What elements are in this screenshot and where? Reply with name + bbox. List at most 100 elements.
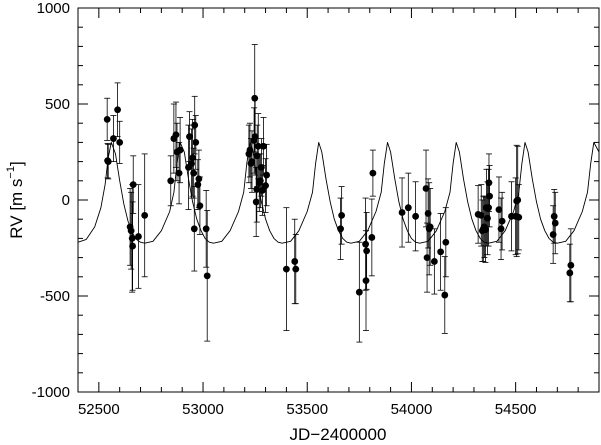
data-point-marker: [189, 154, 197, 162]
data-point: [363, 212, 371, 290]
data-point: [259, 165, 266, 216]
data-point-marker: [426, 223, 434, 231]
data-point-marker: [203, 272, 211, 280]
data-point-marker: [110, 135, 117, 142]
data-point: [191, 95, 199, 155]
data-point-marker: [129, 181, 137, 189]
data-point: [203, 210, 211, 342]
data-point-marker: [127, 227, 135, 235]
y-axis-title: RV [m s−1]: [5, 161, 26, 238]
data-point-marker: [202, 225, 210, 233]
data-point-marker: [355, 288, 363, 296]
data-point-marker: [190, 169, 198, 177]
data-point-marker: [404, 204, 412, 212]
y-tick-label: 0: [62, 192, 70, 209]
data-point-marker: [412, 212, 420, 220]
x-tick-label: 54500: [495, 401, 537, 418]
data-point: [486, 165, 493, 228]
data-point-marker: [283, 265, 290, 273]
data-points-layer: [103, 44, 575, 343]
data-point: [498, 191, 506, 251]
x-tick-label: 54000: [391, 401, 433, 418]
data-point-marker: [362, 277, 370, 285]
data-point-marker: [190, 225, 198, 233]
data-point-marker: [167, 177, 175, 185]
data-point: [135, 184, 142, 289]
data-point-marker: [337, 225, 344, 233]
data-point: [551, 191, 559, 255]
data-point: [262, 158, 269, 213]
data-point: [369, 149, 377, 197]
data-point: [362, 230, 370, 331]
data-point: [368, 198, 376, 277]
y-tick-label: -500: [40, 288, 70, 305]
data-point-marker: [567, 261, 575, 269]
data-point-marker: [362, 240, 369, 248]
data-point-marker: [195, 175, 203, 183]
data-point-marker: [196, 202, 204, 210]
data-point-marker: [254, 142, 262, 150]
y-axis-title-main: RV [m s: [7, 179, 26, 239]
data-point: [195, 149, 203, 209]
data-point: [550, 189, 558, 244]
x-axis-title: JD−2400000: [290, 425, 387, 444]
data-point-marker: [252, 198, 260, 206]
data-point-marker: [497, 225, 505, 233]
data-point: [437, 213, 445, 291]
data-point-marker: [259, 187, 266, 194]
data-point: [283, 207, 290, 331]
data-point-marker: [514, 196, 522, 204]
x-tick-label: 53500: [286, 401, 328, 418]
data-point: [337, 197, 344, 260]
data-point: [514, 145, 522, 255]
data-point: [176, 117, 184, 184]
y-axis-title-end: ]: [7, 161, 26, 166]
data-point-marker: [485, 204, 492, 212]
data-point-marker: [253, 186, 261, 193]
data-point: [515, 184, 523, 251]
y-tick-label: 1000: [37, 0, 70, 17]
x-tick-label: 52500: [78, 401, 120, 418]
data-point-marker: [114, 106, 121, 114]
data-point-marker: [515, 213, 523, 221]
data-point-marker: [192, 139, 200, 146]
data-point-marker: [369, 169, 377, 177]
data-point-marker: [172, 131, 180, 139]
data-point: [338, 186, 346, 245]
y-axis-title-group: RV [m s−1]: [5, 161, 26, 238]
y-tick-label: 500: [45, 96, 70, 113]
data-point: [566, 243, 574, 303]
data-point: [116, 120, 124, 164]
data-point: [263, 143, 271, 207]
data-point-marker: [486, 192, 493, 200]
data-point-marker: [191, 121, 199, 129]
data-point-marker: [485, 179, 493, 187]
data-point: [567, 228, 575, 303]
data-point: [362, 197, 369, 291]
data-point: [291, 218, 299, 305]
data-point: [442, 207, 450, 278]
y-tick-label: -1000: [32, 384, 70, 401]
data-point-marker: [292, 265, 300, 273]
data-point-marker: [260, 142, 267, 150]
data-point-marker: [103, 115, 111, 123]
data-point-marker: [128, 235, 136, 242]
data-point-marker: [550, 212, 558, 220]
data-point: [192, 115, 200, 170]
data-point: [441, 256, 449, 334]
x-tick-label: 53000: [182, 401, 224, 418]
data-point-marker: [441, 291, 449, 299]
data-point: [129, 201, 137, 291]
data-point-marker: [141, 211, 149, 219]
data-point-marker: [104, 158, 112, 166]
axis-ticks: [78, 7, 599, 393]
data-point-marker: [129, 242, 137, 250]
data-point: [141, 153, 149, 278]
y-axis-title-exponent: −1: [5, 166, 17, 179]
data-point-marker: [175, 169, 183, 177]
data-point: [172, 101, 180, 168]
data-point: [104, 143, 112, 180]
data-point: [196, 176, 204, 235]
data-point: [129, 155, 137, 214]
